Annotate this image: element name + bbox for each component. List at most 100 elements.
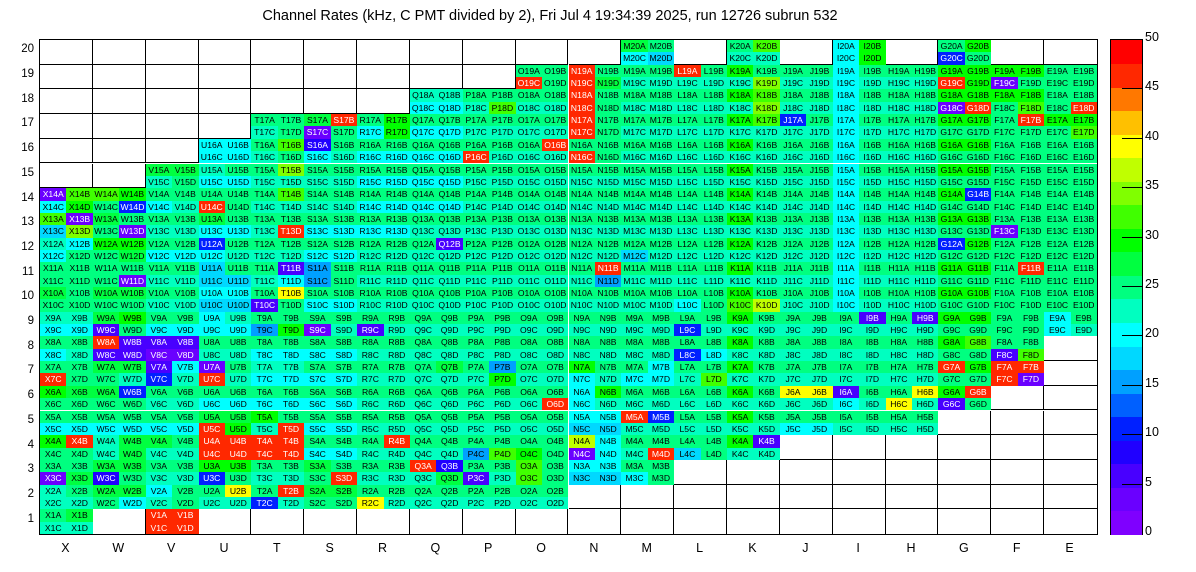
grid-cell-F15[interactable]: F15A F15B F15C F15D <box>991 163 1045 189</box>
channel-O5B[interactable]: O5B <box>542 410 569 423</box>
channel-U7B[interactable]: U7B <box>224 361 252 374</box>
grid-cell-R11[interactable]: R11A R11B R11C R11D <box>357 262 410 287</box>
channel-K18A[interactable]: K18A <box>727 89 754 102</box>
channel-W5B[interactable]: W5B <box>119 410 146 423</box>
channel-R14C[interactable]: R14C <box>357 200 384 213</box>
channel-M15A[interactable]: M15A <box>621 163 648 176</box>
channel-S7B[interactable]: S7B <box>330 361 358 374</box>
channel-V9C[interactable]: V9C <box>145 324 173 337</box>
channel-T9A[interactable]: T9A <box>251 311 278 325</box>
channel-M6B[interactable]: M6B <box>647 385 675 399</box>
grid-cell-J5[interactable]: J5A J5B J5C J5D <box>779 410 833 436</box>
channel-O8A[interactable]: O8A <box>515 336 543 349</box>
grid-cell-E3[interactable] <box>1044 460 1097 485</box>
channel-J9A[interactable]: J9A <box>779 311 807 325</box>
grid-cell-V7[interactable]: V7A V7B V7C V7D <box>145 361 199 386</box>
channel-S4A[interactable]: S4A <box>304 435 331 448</box>
grid-cell-G11[interactable]: G11A G11B G11C G11D <box>938 262 992 287</box>
channel-Q4A[interactable]: Q4A <box>409 435 437 448</box>
channel-V13C[interactable]: V13C <box>145 225 173 238</box>
grid-cell-V16[interactable] <box>145 138 199 164</box>
channel-H13A[interactable]: H13A <box>885 212 913 226</box>
channel-V2B[interactable]: V2B <box>172 484 199 497</box>
grid-cell-R17[interactable]: R17A R17B R17C R17D <box>357 114 410 139</box>
channel-W3A[interactable]: W3A <box>92 459 120 473</box>
channel-T12C[interactable]: T12C <box>251 249 278 263</box>
channel-P16C[interactable]: P16C <box>462 151 490 164</box>
channel-E17B[interactable]: E17B <box>1070 114 1097 127</box>
channel-S10B[interactable]: S10B <box>330 287 358 300</box>
channel-L16D[interactable]: L16D <box>700 151 728 164</box>
channel-T6B[interactable]: T6B <box>277 385 305 399</box>
channel-H14C[interactable]: H14C <box>885 200 913 213</box>
channel-J18A[interactable]: J18A <box>779 89 807 102</box>
grid-cell-F14[interactable]: F14A F14B F14C F14D <box>991 188 1045 213</box>
grid-cell-F18[interactable]: F18A F18B F18C F18D <box>991 89 1045 115</box>
channel-M5D[interactable]: M5D <box>647 422 675 436</box>
grid-cell-N16[interactable]: N16A N16B N16C N16D <box>568 138 622 164</box>
channel-P9B[interactable]: P9B <box>489 311 516 325</box>
channel-F10C[interactable]: F10C <box>991 299 1018 312</box>
grid-cell-J9[interactable]: J9A J9B J9C J9D <box>779 311 833 337</box>
channel-N6D[interactable]: N6D <box>594 398 622 411</box>
grid-cell-G7[interactable]: G7A G7B G7C G7D <box>938 361 992 386</box>
channel-Q4B[interactable]: Q4B <box>436 435 463 448</box>
channel-L18D[interactable]: L18D <box>700 101 728 115</box>
channel-Q16C[interactable]: Q16C <box>409 151 437 164</box>
channel-R5B[interactable]: R5B <box>383 410 410 423</box>
channel-K4B[interactable]: K4B <box>753 435 780 448</box>
channel-I18A[interactable]: I18A <box>832 89 860 102</box>
channel-G18B[interactable]: G18B <box>964 89 992 102</box>
channel-S7A[interactable]: S7A <box>304 361 331 374</box>
channel-X6B[interactable]: X6B <box>66 385 93 399</box>
channel-P12B[interactable]: P12B <box>489 237 516 250</box>
channel-T7B[interactable]: T7B <box>277 361 305 374</box>
channel-J5C[interactable]: J5C <box>779 422 807 436</box>
channel-K6D[interactable]: K6D <box>753 398 780 411</box>
channel-P5A[interactable]: P5A <box>462 410 490 423</box>
grid-cell-X4[interactable]: X4A X4B X4C X4D <box>40 435 93 460</box>
grid-cell-O11[interactable]: O11A O11B O11C O11D <box>515 262 569 287</box>
grid-cell-U14[interactable]: U14A U14B U14C U14D <box>198 188 252 213</box>
channel-G17C[interactable]: G17C <box>938 126 965 139</box>
channel-V14C[interactable]: V14C <box>145 200 173 213</box>
channel-O3A[interactable]: O3A <box>515 459 543 473</box>
channel-M9A[interactable]: M9A <box>621 311 648 325</box>
channel-I12B[interactable]: I12B <box>859 237 886 250</box>
channel-J6B[interactable]: J6B <box>806 385 833 399</box>
channel-U11D[interactable]: U11D <box>224 274 252 287</box>
channel-N11B[interactable]: N11B <box>594 262 622 275</box>
channel-R4C[interactable]: R4C <box>357 447 384 460</box>
grid-cell-I15[interactable]: I15A I15B I15C I15D <box>832 163 886 189</box>
channel-T10B[interactable]: T10B <box>277 287 305 300</box>
grid-cell-Q6[interactable]: Q6A Q6B Q6C Q6D <box>409 385 463 411</box>
channel-R11B[interactable]: R11B <box>383 262 410 275</box>
channel-M19C[interactable]: M19C <box>621 77 648 90</box>
grid-cell-U12[interactable]: U12A U12B U12C U12D <box>198 237 252 263</box>
channel-T6C[interactable]: T6C <box>251 398 278 411</box>
grid-cell-M12[interactable]: M12A M12B M12C M12D <box>621 237 675 263</box>
channel-M17B[interactable]: M17B <box>647 114 675 127</box>
channel-L10B[interactable]: L10B <box>700 287 728 300</box>
channel-P14C[interactable]: P14C <box>462 200 490 213</box>
channel-H7B[interactable]: H7B <box>912 361 939 374</box>
channel-G14D[interactable]: G14D <box>964 200 992 213</box>
grid-cell-J16[interactable]: J16A J16B J16C J16D <box>779 138 833 164</box>
grid-cell-L15[interactable]: L15A L15B L15C L15D <box>674 163 728 189</box>
channel-Q3B[interactable]: Q3B <box>436 459 463 473</box>
channel-E13C[interactable]: E13C <box>1044 225 1071 238</box>
channel-X7D[interactable]: X7D <box>66 373 93 386</box>
channel-R16A[interactable]: R16A <box>357 138 384 152</box>
channel-G7D[interactable]: G7D <box>964 373 992 386</box>
channel-I13A[interactable]: I13A <box>832 212 860 226</box>
channel-P16A[interactable]: P16A <box>462 138 490 152</box>
channel-V13B[interactable]: V13B <box>172 212 199 226</box>
channel-S9C[interactable]: S9C <box>304 324 331 337</box>
grid-cell-P19[interactable] <box>462 64 516 90</box>
channel-O3D[interactable]: O3D <box>542 472 569 485</box>
grid-cell-E15[interactable]: E15A E15B E15C E15D <box>1044 163 1097 189</box>
channel-Q11D[interactable]: Q11D <box>436 274 463 287</box>
channel-Q13B[interactable]: Q13B <box>436 212 463 226</box>
channel-G15D[interactable]: G15D <box>964 175 992 189</box>
channel-M15D[interactable]: M15D <box>647 175 675 189</box>
